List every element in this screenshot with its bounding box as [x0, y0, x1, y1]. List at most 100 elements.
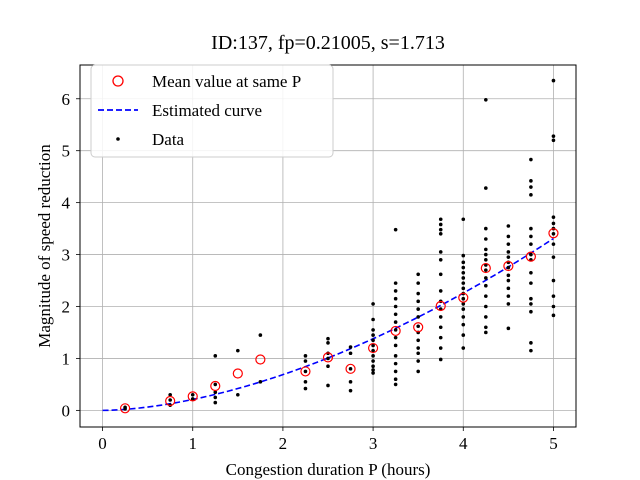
data-point [393, 335, 398, 340]
mean-point [503, 260, 514, 272]
data-point [371, 317, 375, 322]
data-point [416, 307, 420, 311]
legend-curve-label: Estimated curve [152, 101, 262, 120]
y-tick-label: 6 [62, 90, 71, 109]
mean-points-layer [119, 228, 559, 414]
data-point [416, 272, 420, 277]
data-point [484, 226, 488, 231]
data-point [529, 193, 533, 197]
mean-point [300, 366, 311, 377]
data-point [303, 380, 308, 384]
data-point [461, 346, 466, 350]
data-point [484, 257, 488, 262]
data-point [461, 315, 466, 319]
data-point [529, 296, 533, 301]
mean-point [232, 368, 243, 379]
data-point [213, 354, 218, 358]
data-point [303, 354, 308, 358]
data-point [529, 185, 533, 189]
data-point [551, 78, 556, 83]
data-point [438, 335, 443, 340]
data-point [416, 369, 420, 374]
data-point [461, 217, 466, 222]
data-point [551, 294, 556, 298]
data-point [438, 250, 443, 254]
data-point [461, 265, 466, 270]
data-point [416, 359, 420, 363]
data-point [393, 227, 398, 232]
data-point [326, 383, 330, 388]
data-point [416, 281, 420, 285]
data-point [551, 242, 556, 246]
data-point [393, 328, 398, 332]
data-point [551, 304, 556, 309]
legend: Mean value at same P Estimated curve Dat… [90, 64, 334, 158]
data-point [258, 380, 263, 384]
data-point [236, 348, 240, 353]
data-point [484, 304, 488, 309]
y-tick-label: 2 [62, 298, 71, 317]
data-point [551, 221, 556, 226]
data-point [416, 351, 420, 356]
mean-point [435, 300, 446, 312]
x-tick-label: 2 [279, 434, 288, 453]
mean-point [480, 262, 491, 274]
data-point [506, 302, 511, 306]
data-point [484, 268, 488, 272]
data-point [393, 296, 398, 301]
data-point [393, 369, 398, 374]
data-point [484, 315, 488, 319]
data-point [348, 351, 353, 356]
data-point [484, 252, 488, 257]
data-point [506, 326, 511, 331]
y-axis-label: Magnitude of speed reduction [35, 144, 54, 348]
y-tick-label: 3 [62, 246, 71, 265]
mean-point [210, 380, 221, 392]
mean-point [548, 228, 559, 239]
data-point [348, 380, 353, 384]
data-point [461, 253, 466, 258]
data-point [484, 325, 488, 330]
data-point [416, 346, 420, 350]
legend-data-label: Data [152, 130, 185, 149]
data-point [551, 215, 556, 219]
data-point [551, 138, 556, 143]
data-point [438, 217, 443, 222]
data-point [484, 186, 488, 190]
data-point [461, 286, 466, 291]
data-point [393, 354, 398, 358]
data-point [393, 289, 398, 293]
data-point [371, 354, 375, 358]
estimated-curve-line [102, 237, 554, 412]
mean-point [119, 403, 131, 414]
mean-point [525, 251, 537, 262]
data-point [438, 272, 443, 277]
data-point [371, 333, 375, 337]
data-point [371, 368, 375, 372]
mean-point [187, 391, 198, 402]
data-point [529, 302, 533, 306]
data-point [326, 341, 330, 345]
data-point [438, 231, 443, 236]
data-point [461, 333, 466, 337]
data-point [438, 346, 443, 350]
data-point [529, 242, 533, 246]
data-point [529, 179, 533, 183]
y-tick-label: 5 [62, 142, 71, 161]
mean-point [322, 352, 334, 363]
data-point [326, 336, 330, 341]
data-point [371, 364, 375, 369]
data-point [371, 359, 375, 363]
data-point [529, 348, 533, 353]
data-point [484, 283, 488, 288]
data-point [506, 242, 511, 246]
mean-point [458, 292, 469, 303]
data-point [303, 369, 308, 374]
x-tick-label: 1 [188, 434, 197, 453]
data-point [529, 281, 533, 285]
data-point [168, 398, 172, 402]
x-tick-label: 0 [98, 434, 107, 453]
data-point [506, 273, 511, 278]
x-axis-ticks: 0 1 2 3 4 5 [98, 427, 558, 453]
